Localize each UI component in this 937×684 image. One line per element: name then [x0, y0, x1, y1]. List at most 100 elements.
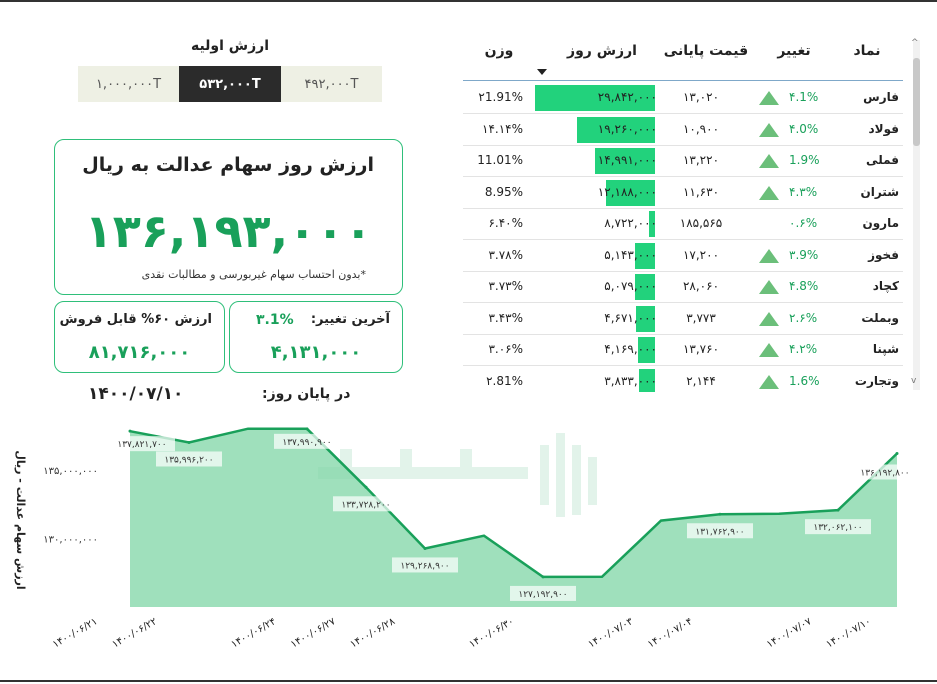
table-row[interactable]: فملی 1.9% ۱۳,۲۲۰ ۱۴,۹۹۱,۰۰۰ 11.01%	[463, 145, 903, 177]
data-point	[895, 451, 899, 455]
data-label: ۱۳۲,۰۶۲,۱۰۰	[805, 519, 871, 535]
table-row[interactable]: فارس ۴.1% ۱۳,۰۲۰ ۲۹,۸۴۲,۰۰۰ ۲1.91%	[463, 82, 903, 114]
table-row[interactable]: مارون ۰.۶% ۱۸۵,۵۶۵ ۸,۷۲۲,۰۰۰ ۶.۴۰%	[463, 208, 903, 240]
cell-symbol: کچاد	[872, 279, 899, 293]
data-label-bg	[109, 436, 175, 452]
cell-weight: 8.95%	[484, 184, 523, 199]
data-point	[836, 508, 840, 512]
cell-symbol: فارس	[863, 90, 899, 104]
table-row[interactable]: وبملت ۲.۶% ۳,۷۷۳ ۴,۶۷۱,۰۰۰ ۳.۴۳%	[463, 303, 903, 335]
header-divider	[463, 80, 903, 81]
table-row[interactable]: وتجارت 1.6% ۲,۱۴۴ ۳,۸۳۳,۰۰۰ ۲.81%	[463, 366, 903, 392]
main-value-card: ارزش روز سهام عدالت به ریال ۱۳۶,۱۹۳,۰۰۰ …	[54, 139, 403, 295]
cell-change: ۲.۶%	[789, 310, 818, 325]
data-label: ۱۳۱,۷۶۲,۹۰۰	[687, 523, 753, 539]
data-point	[305, 427, 309, 431]
table-row[interactable]: کچاد ۴.8% ۲۸,۰۶۰ ۵,۰۷۹,۰۰۰ ۳.۷۳%	[463, 271, 903, 303]
data-label-text: ۱۲۹,۲۶۸,۹۰۰	[400, 561, 449, 571]
cell-day-value: ۱۴,۹۹۱,۰۰۰	[597, 153, 657, 167]
cell-symbol: وبملت	[861, 310, 899, 325]
cell-symbol: مارون	[862, 216, 899, 230]
cell-symbol: وتجارت	[854, 373, 899, 388]
chart-ylabel: ارزش سهام عدالت - ریال	[14, 450, 27, 589]
cell-weight: ۲.81%	[486, 373, 523, 388]
initial-option-1000000[interactable]: ۱,۰۰۰,۰۰۰T	[78, 66, 179, 102]
value-bar	[535, 85, 655, 111]
y-tick-label: ۱۳۰,۰۰۰,۰۰۰	[43, 534, 98, 545]
data-point	[187, 440, 191, 444]
chart-line	[129, 427, 898, 579]
cell-final-price: ۱۱,۶۳۰	[682, 184, 720, 199]
data-point	[128, 429, 132, 433]
initial-value-title: ارزش اولیه	[190, 38, 270, 54]
x-tick-label: ۱۴۰۰/۰۷/۱۰	[824, 616, 873, 650]
scroll-down-icon[interactable]: v	[911, 376, 917, 386]
table-row[interactable]: شپنا ۴.۲% ۱۳,۷۶۰ ۴,۱۶۹,۰۰۰ ۳.۰۶%	[463, 334, 903, 366]
table-row[interactable]: فخوز ۳.9% ۱۷,۲۰۰ ۵,۱۴۳,۰۰۰ ۳.۷۸%	[463, 240, 903, 272]
cell-change: ۴.8%	[789, 279, 819, 293]
last-change-pct: ۳.1%	[256, 312, 294, 328]
x-tick-label: ۱۴۰۰/۰۷/۰۷	[765, 616, 814, 651]
watermark-logo	[318, 433, 597, 517]
data-label-text: ۱۳۲,۰۶۲,۱۰۰	[813, 523, 862, 533]
cell-final-price: ۲,۱۴۴	[686, 373, 716, 388]
cell-change: 1.6%	[789, 373, 820, 388]
data-label-text: ۱۳۳,۷۲۸,۲۰۰	[341, 500, 390, 510]
table-scrollbar-track[interactable]	[913, 40, 920, 390]
cell-day-value: ۵,۱۴۳,۰۰۰	[604, 247, 657, 262]
value-bar	[639, 368, 655, 392]
initial-option-492000[interactable]: ۴۹۲,۰۰۰T	[281, 66, 382, 102]
data-label: ۱۳۷,۹۹۰,۹۰۰	[274, 433, 340, 449]
cell-final-price: ۱۸۵,۵۶۵	[679, 216, 723, 230]
cell-weight: ۳.۷۸%	[488, 247, 523, 262]
data-label-text: ۱۳۷,۸۲۱,۷۰۰	[117, 440, 166, 450]
data-label: ۱۳۷,۸۲۱,۷۰۰	[109, 436, 175, 452]
data-label: ۱۳۶,۱۹۲,۸۰۰	[852, 464, 918, 480]
sellable-label: ارزش ۶۰% قابل فروش	[59, 312, 212, 327]
up-arrow-icon	[759, 280, 779, 294]
x-tick-label: ۱۴۰۰/۰۶/۲۴	[229, 616, 278, 650]
last-change-value: ۴,۱۳۱,۰۰۰	[270, 342, 362, 363]
header-symbol[interactable]: نماد	[853, 43, 881, 59]
bottom-border	[0, 680, 937, 682]
data-label-bg	[510, 585, 576, 601]
data-label: ۱۳۵,۹۹۶,۲۰۰	[156, 451, 222, 467]
x-tick-label: ۱۴۰۰/۰۷/۰۳	[586, 616, 635, 651]
cell-day-value: ۲۹,۸۴۲,۰۰۰	[597, 90, 657, 104]
data-label-bg	[805, 519, 871, 535]
cell-weight: ۶.۴۰%	[488, 216, 523, 230]
table-row[interactable]: شتران ۴.۳% ۱۱,۶۳۰ ۱۲,۱۸۸,۰۰۰ 8.95%	[463, 177, 903, 209]
y-tick-label: ۱۳۵,۰۰۰,۰۰۰	[43, 466, 98, 477]
cell-weight: ۱۴.۱۴%	[482, 121, 523, 136]
end-of-day-date: ۱۴۰۰/۰۷/۱۰	[88, 384, 184, 404]
data-label-text: ۱۳۱,۷۶۲,۹۰۰	[695, 527, 744, 537]
cell-weight: ۳.۴۳%	[488, 310, 523, 325]
scroll-up-icon[interactable]: ^	[911, 38, 919, 48]
table-row[interactable]: فولاد ۴.0% ۱۰,۹۰۰ ۱۹,۲۶۰,۰۰۰ ۱۴.۱۴%	[463, 114, 903, 146]
last-change-card: آخرین تغییر: ۳.1% ۴,۱۳۱,۰۰۰	[229, 301, 403, 373]
value-history-chart: ۱۳۵,۰۰۰,۰۰۰ ۱۳۰,۰۰۰,۰۰۰ ۱۳۷,۸۲۱,۷۰۰ ۱۳۵,۹۹…	[14, 427, 918, 651]
cell-final-price: ۲۸,۰۶۰	[682, 279, 720, 293]
data-label-bg	[156, 451, 222, 467]
x-tick-label: ۱۴۰۰/۰۷/۰۴	[646, 616, 695, 650]
cell-weight: ۲1.91%	[478, 90, 523, 104]
initial-option-532000[interactable]: ۵۳۲,۰۰۰T	[179, 66, 281, 102]
data-label: ۱۲۷,۱۹۲,۹۰۰	[510, 585, 576, 601]
cell-day-value: ۴,۶۷۱,۰۰۰	[604, 310, 657, 325]
cell-day-value: ۱۹,۲۶۰,۰۰۰	[597, 121, 657, 136]
cell-final-price: ۱۳,۰۲۰	[682, 90, 720, 104]
up-arrow-icon	[759, 374, 779, 389]
table-scrollbar-thumb[interactable]	[913, 58, 920, 146]
value-bar	[649, 211, 655, 237]
data-label-text: ۱۳۷,۹۹۰,۹۰۰	[282, 438, 331, 448]
data-label-bg	[333, 496, 399, 512]
header-change[interactable]: تغییر	[777, 43, 811, 59]
main-value: ۱۳۶,۱۹۳,۰۰۰	[84, 204, 373, 258]
value-bar	[634, 274, 655, 300]
data-label-bg	[392, 557, 458, 573]
cell-final-price: ۱۷,۲۰۰	[682, 247, 720, 262]
header-final-price[interactable]: قیمت پایانی	[663, 43, 749, 59]
header-weight[interactable]: وزن	[484, 43, 514, 59]
header-day-value[interactable]: ارزش روز	[567, 43, 637, 59]
up-arrow-icon	[759, 91, 779, 105]
